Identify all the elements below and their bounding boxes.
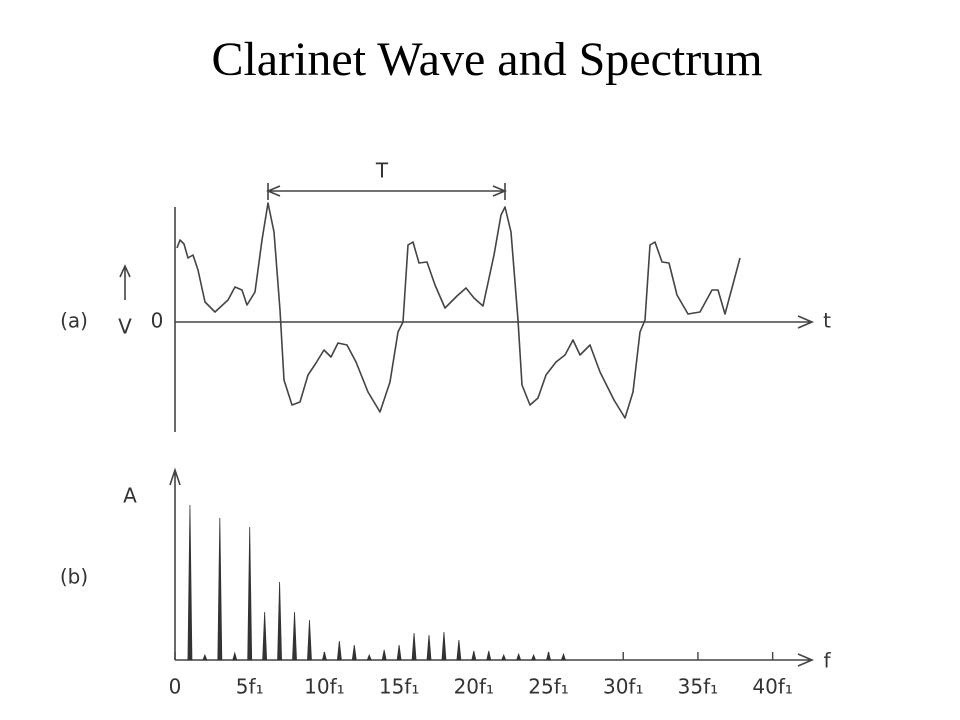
harmonic-spike (247, 526, 253, 661)
harmonic-spike (232, 651, 238, 661)
y-arrow (119, 264, 131, 300)
slide-title: Clarinet Wave and Spectrum (211, 33, 762, 86)
zero-label: 0 (151, 309, 164, 333)
harmonic-spike (456, 639, 462, 661)
harmonic-spike (321, 651, 327, 661)
y-axis-label: A (123, 484, 137, 508)
x-tick-label: 25f₁ (528, 675, 569, 699)
harmonic-spike (546, 651, 552, 661)
x-tick-label: 40f₁ (752, 675, 793, 699)
harmonic-spike (307, 619, 312, 661)
x-axis-label: f (823, 649, 831, 673)
harmonic-spike (336, 640, 342, 661)
x-tick-label: 10f₁ (304, 675, 345, 699)
x-tick-label: 20f₁ (454, 675, 495, 699)
harmonic-spike (486, 650, 492, 661)
harmonic-spike (202, 653, 208, 661)
x-tick-label: 5f₁ (236, 675, 264, 699)
period-marker (265, 183, 508, 200)
panel-label: (b) (60, 565, 88, 589)
harmonic-spike (262, 611, 268, 661)
harmonic-spike (351, 644, 357, 661)
waveform (176, 202, 741, 419)
harmonic-spike (366, 653, 372, 661)
x-tick-label: 0 (169, 675, 182, 699)
x-tick-label: 35f₁ (678, 675, 719, 699)
x-tick-label: 30f₁ (603, 675, 644, 699)
y-axis-label: V (118, 315, 132, 339)
harmonic-spike (560, 652, 567, 661)
harmonic-spike (187, 504, 193, 661)
harmonic-spike (396, 644, 402, 661)
x-tick-label: 15f₁ (379, 675, 420, 699)
panel-label: (a) (60, 309, 88, 333)
harmonic-spike (426, 634, 432, 661)
period-label: T (375, 159, 389, 183)
harmonic-spike (516, 652, 522, 661)
harmonic-spike (441, 631, 447, 661)
harmonic-spike (530, 653, 537, 661)
harmonic-spike (277, 581, 282, 661)
x-axis-label: t (823, 309, 831, 333)
harmonic-spike (501, 653, 507, 661)
harmonic-spike (411, 632, 417, 661)
axes (174, 207, 815, 432)
harmonic-spike (381, 649, 387, 661)
harmonic-spike (217, 517, 223, 661)
harmonic-spike (471, 650, 477, 661)
harmonic-spike (292, 611, 297, 661)
axes (169, 467, 815, 667)
